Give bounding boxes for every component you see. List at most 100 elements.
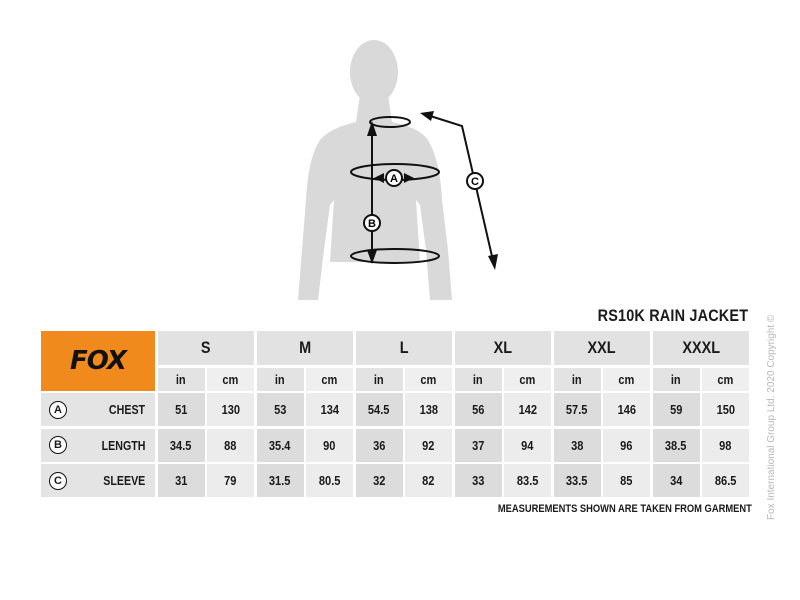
- marker-b: B: [363, 214, 381, 232]
- table-cell-text: 57.5: [566, 402, 588, 417]
- size-header: XXL: [553, 331, 650, 365]
- marker-a: A: [385, 169, 403, 187]
- size-chart-table: FOX S M L XL XXL XXXL in cm in cm in cm in cm in cm in cm…: [41, 331, 749, 497]
- table-cell-text: 146: [617, 402, 636, 417]
- table-cell-text: 38.5: [665, 437, 687, 453]
- table-cell: 92: [405, 428, 452, 462]
- table-cell-text: 79: [224, 473, 237, 488]
- table-cell: 35.4: [256, 428, 304, 462]
- table-cell: 37: [454, 428, 502, 462]
- svg-text:C: C: [471, 176, 479, 188]
- size-header: S: [157, 331, 254, 365]
- table-cell-text: 34: [669, 473, 683, 488]
- table-cell-text: 134: [320, 402, 339, 417]
- size-header-text: M: [298, 338, 311, 357]
- table-cell-text: 92: [422, 437, 435, 453]
- measurement-name: CHEST: [108, 402, 145, 417]
- table-cell: 83.5: [504, 464, 551, 497]
- row-label: C SLEEVE: [41, 464, 155, 497]
- measurement-name: LENGTH: [101, 437, 145, 453]
- table-cell-text: 31.5: [269, 473, 291, 488]
- unit-header-cm: cm: [306, 367, 353, 391]
- table-cell: 98: [702, 428, 749, 462]
- table-cell: 34: [652, 464, 700, 497]
- size-header: L: [355, 331, 452, 365]
- table-cell: 130: [207, 393, 254, 426]
- unit-header-in: in: [454, 367, 502, 391]
- measurement-name: SLEEVE: [102, 473, 145, 488]
- table-cell-text: 90: [323, 437, 336, 453]
- table-cell: 38.5: [652, 428, 700, 462]
- table-cell-text: 53: [273, 402, 287, 417]
- size-header-text: L: [399, 338, 409, 357]
- product-title: RS10K RAIN JACKET: [597, 306, 748, 325]
- table-cell-text: 138: [419, 402, 438, 417]
- unit-header-in-text: in: [671, 371, 681, 387]
- table-cell: 59: [652, 393, 700, 426]
- body-measurement-diagram: A B C: [298, 40, 498, 300]
- unit-header-in: in: [157, 367, 205, 391]
- table-cell-text: 33.5: [566, 473, 588, 488]
- table-cell-text: 130: [221, 402, 240, 417]
- unit-header-cm: cm: [405, 367, 452, 391]
- table-cell: 86.5: [702, 464, 749, 497]
- table-cell-text: 56: [471, 402, 485, 417]
- table-cell: 82: [405, 464, 452, 497]
- row-label: A CHEST: [41, 393, 155, 426]
- unit-header-in: in: [355, 367, 403, 391]
- table-cell-text: 96: [620, 437, 633, 453]
- table-cell-text: 98: [719, 437, 732, 453]
- table-cell-text: 142: [518, 402, 537, 417]
- table-cell-text: 31: [174, 473, 188, 488]
- marker-circle: B: [49, 436, 67, 454]
- unit-header-cm-text: cm: [420, 371, 437, 387]
- unit-header-in: in: [652, 367, 700, 391]
- table-cell-text: 150: [716, 402, 735, 417]
- table-cell: 57.5: [553, 393, 601, 426]
- table-cell: 146: [603, 393, 650, 426]
- unit-header-cm: cm: [504, 367, 551, 391]
- unit-header-cm-text: cm: [222, 371, 239, 387]
- table-cell: 80.5: [306, 464, 353, 497]
- size-header-text: S: [200, 338, 211, 357]
- unit-header-in-text: in: [275, 371, 285, 387]
- table-cell: 94: [504, 428, 551, 462]
- unit-header-cm: cm: [603, 367, 650, 391]
- table-cell: 54.5: [355, 393, 403, 426]
- size-header: XXXL: [652, 331, 749, 365]
- table-cell-text: 54.5: [368, 402, 390, 417]
- table-cell: 96: [603, 428, 650, 462]
- table-cell-text: 34.5: [170, 437, 192, 453]
- unit-header-cm-text: cm: [618, 371, 635, 387]
- table-cell-text: 32: [372, 473, 386, 488]
- table-cell: 138: [405, 393, 452, 426]
- table-cell-text: 51: [174, 402, 188, 417]
- unit-header-in: in: [553, 367, 601, 391]
- table-cell-text: 88: [224, 437, 237, 453]
- fox-logo: FOX: [41, 331, 155, 391]
- table-cell-text: 36: [372, 437, 386, 453]
- svg-text:B: B: [368, 218, 376, 230]
- table-cell: 31.5: [256, 464, 304, 497]
- table-cell: 33: [454, 464, 502, 497]
- size-header: XL: [454, 331, 551, 365]
- marker-c: C: [466, 172, 484, 190]
- table-cell-text: 80.5: [318, 473, 341, 488]
- table-cell: 142: [504, 393, 551, 426]
- table-cell-text: 38: [570, 437, 584, 453]
- table-cell: 150: [702, 393, 749, 426]
- size-header-text: XXXL: [681, 338, 720, 357]
- copyright-text: Fox International Group Ltd. 2020 Copyri…: [766, 314, 777, 520]
- table-cell-text: 35.4: [269, 437, 291, 453]
- table-cell: 134: [306, 393, 353, 426]
- table-cell-text: 86.5: [714, 473, 737, 488]
- marker-circle: A: [49, 400, 67, 419]
- table-cell: 56: [454, 393, 502, 426]
- unit-header-cm-text: cm: [717, 371, 734, 387]
- table-cell: 51: [157, 393, 205, 426]
- unit-header-cm: cm: [207, 367, 254, 391]
- table-cell: 85: [603, 464, 650, 497]
- table-cell: 38: [553, 428, 601, 462]
- svg-text:A: A: [390, 173, 398, 185]
- table-cell-text: 59: [669, 402, 683, 417]
